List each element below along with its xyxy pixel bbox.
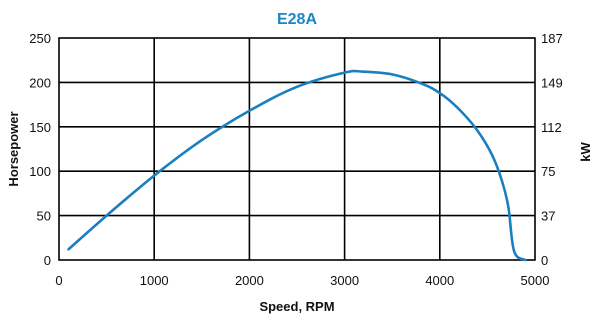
y2-tick-label: 187 xyxy=(541,31,563,46)
y-tick-label: 250 xyxy=(29,31,51,46)
x-tick-labels: 0 1000 2000 3000 4000 5000 xyxy=(55,273,549,288)
x-tick-label: 0 xyxy=(55,273,62,288)
y-tick-label: 200 xyxy=(29,75,51,90)
y-tick-label: 50 xyxy=(37,209,51,224)
x-tick-label: 5000 xyxy=(521,273,550,288)
x-axis-label: Speed, RPM xyxy=(259,299,334,314)
x-tick-label: 1000 xyxy=(140,273,169,288)
x-tick-label: 3000 xyxy=(330,273,359,288)
y2-tick-labels: 0 37 75 112 149 187 xyxy=(541,31,563,268)
y-tick-labels: 0 50 100 150 200 250 xyxy=(29,31,51,268)
y-axis-label: Horsepower xyxy=(6,111,21,186)
grid-lines xyxy=(59,38,535,260)
y2-tick-label: 37 xyxy=(541,209,555,224)
x-tick-label: 2000 xyxy=(235,273,264,288)
y2-tick-label: 75 xyxy=(541,164,555,179)
y2-tick-label: 149 xyxy=(541,75,563,90)
y2-tick-label: 112 xyxy=(541,120,562,135)
y2-tick-label: 0 xyxy=(541,253,548,268)
horsepower-line xyxy=(67,69,527,262)
plot-frame xyxy=(58,37,536,261)
x-tick-label: 4000 xyxy=(425,273,454,288)
y-tick-label: 100 xyxy=(29,164,51,179)
chart-title: E28A xyxy=(277,11,317,28)
y-tick-label: 150 xyxy=(29,120,51,135)
y2-axis-label: kW xyxy=(578,142,592,162)
y-tick-label: 0 xyxy=(44,253,51,268)
